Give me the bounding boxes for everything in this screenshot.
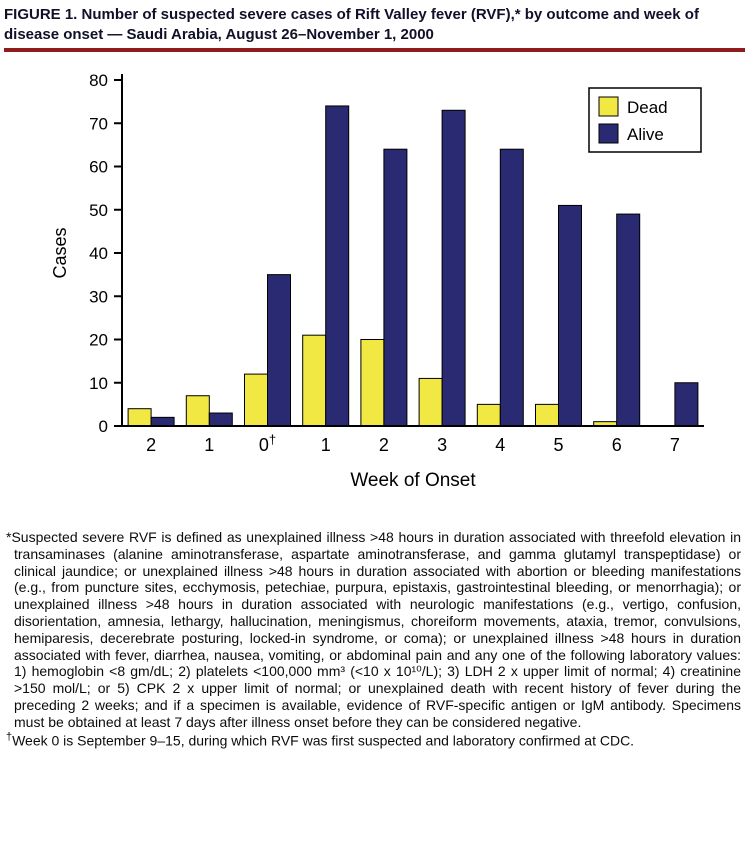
rvf-bar-chart: 0 10 20 30 40 50 60 70 80 2 1 0† 1 2 3 4 5 6 7 Cases Week of… (4, 58, 750, 503)
figure-title: FIGURE 1. Number of suspected severe cas… (4, 6, 699, 43)
x-tick-label: 0† (259, 432, 276, 455)
y-tick-label: 60 (89, 158, 108, 177)
bar-dead-week-1 (185, 395, 210, 427)
bar-alive-week-3 (441, 109, 466, 427)
x-tick-label: 3 (437, 435, 447, 455)
legend-label-alive: Alive (627, 125, 664, 144)
bar-dead-week-4 (476, 403, 501, 427)
y-tick-label: 40 (89, 244, 108, 263)
bar-alive-week-0 (267, 274, 291, 427)
title-rule (4, 48, 745, 52)
x-tick-label: 1 (321, 435, 331, 455)
y-tick-label: 20 (89, 331, 108, 350)
y-axis-title: Cases (50, 227, 70, 278)
y-tick-label: 0 (99, 417, 108, 436)
footnote-dagger: †Week 0 is September 9–15, during which … (6, 731, 741, 749)
bar-dead-week-3 (418, 377, 443, 427)
y-tick-label: 70 (89, 114, 108, 133)
footnote-asterisk-text: Suspected severe RVF is defined as unexp… (11, 529, 741, 730)
bar-alive-week-4 (499, 148, 524, 427)
x-tick-label: 2 (379, 435, 389, 455)
x-tick-label: 6 (612, 435, 622, 455)
x-tick-label: 4 (495, 435, 505, 455)
bar-dead-week-2 (127, 408, 152, 427)
footnotes: *Suspected severe RVF is defined as unex… (4, 529, 745, 749)
bar-dead-week-5 (535, 403, 559, 427)
bar-alive-week-1 (325, 105, 350, 427)
x-tick-label: 2 (146, 435, 156, 455)
legend-swatch-dead (598, 96, 619, 117)
x-tick-label: 5 (553, 435, 563, 455)
legend-label-dead: Dead (627, 98, 668, 117)
dagger-symbol: † (6, 730, 13, 743)
y-tick-label: 80 (89, 71, 108, 90)
legend-swatch-alive (598, 123, 619, 144)
bar-alive-week-7 (674, 382, 699, 427)
bar-dead-week-1 (302, 334, 327, 427)
bar-alive-week-5 (558, 204, 582, 427)
bar-dead-week-0 (244, 373, 268, 427)
bar-alive-week-6 (616, 213, 641, 427)
footnote-asterisk: *Suspected severe RVF is defined as unex… (6, 529, 741, 731)
bar-alive-week-2 (383, 148, 408, 427)
x-tick-label: 7 (670, 435, 680, 455)
x-axis-title: Week of Onset (350, 470, 476, 491)
x-tick-label: 1 (204, 435, 214, 455)
chart-canvas: 0 10 20 30 40 50 60 70 80 2 1 0† 1 2 3 4 5 6 7 Cases Week of… (50, 71, 704, 491)
bar-dead-week-2 (360, 339, 385, 427)
y-tick-label: 30 (89, 287, 108, 306)
y-tick-label: 10 (89, 374, 108, 393)
y-tick-label: 50 (89, 201, 108, 220)
bar-alive-week-2 (150, 416, 175, 427)
asterisk-symbol: * (6, 529, 12, 545)
bar-alive-week-1 (208, 412, 233, 427)
footnote-dagger-text: Week 0 is September 9–15, during which R… (12, 732, 635, 749)
